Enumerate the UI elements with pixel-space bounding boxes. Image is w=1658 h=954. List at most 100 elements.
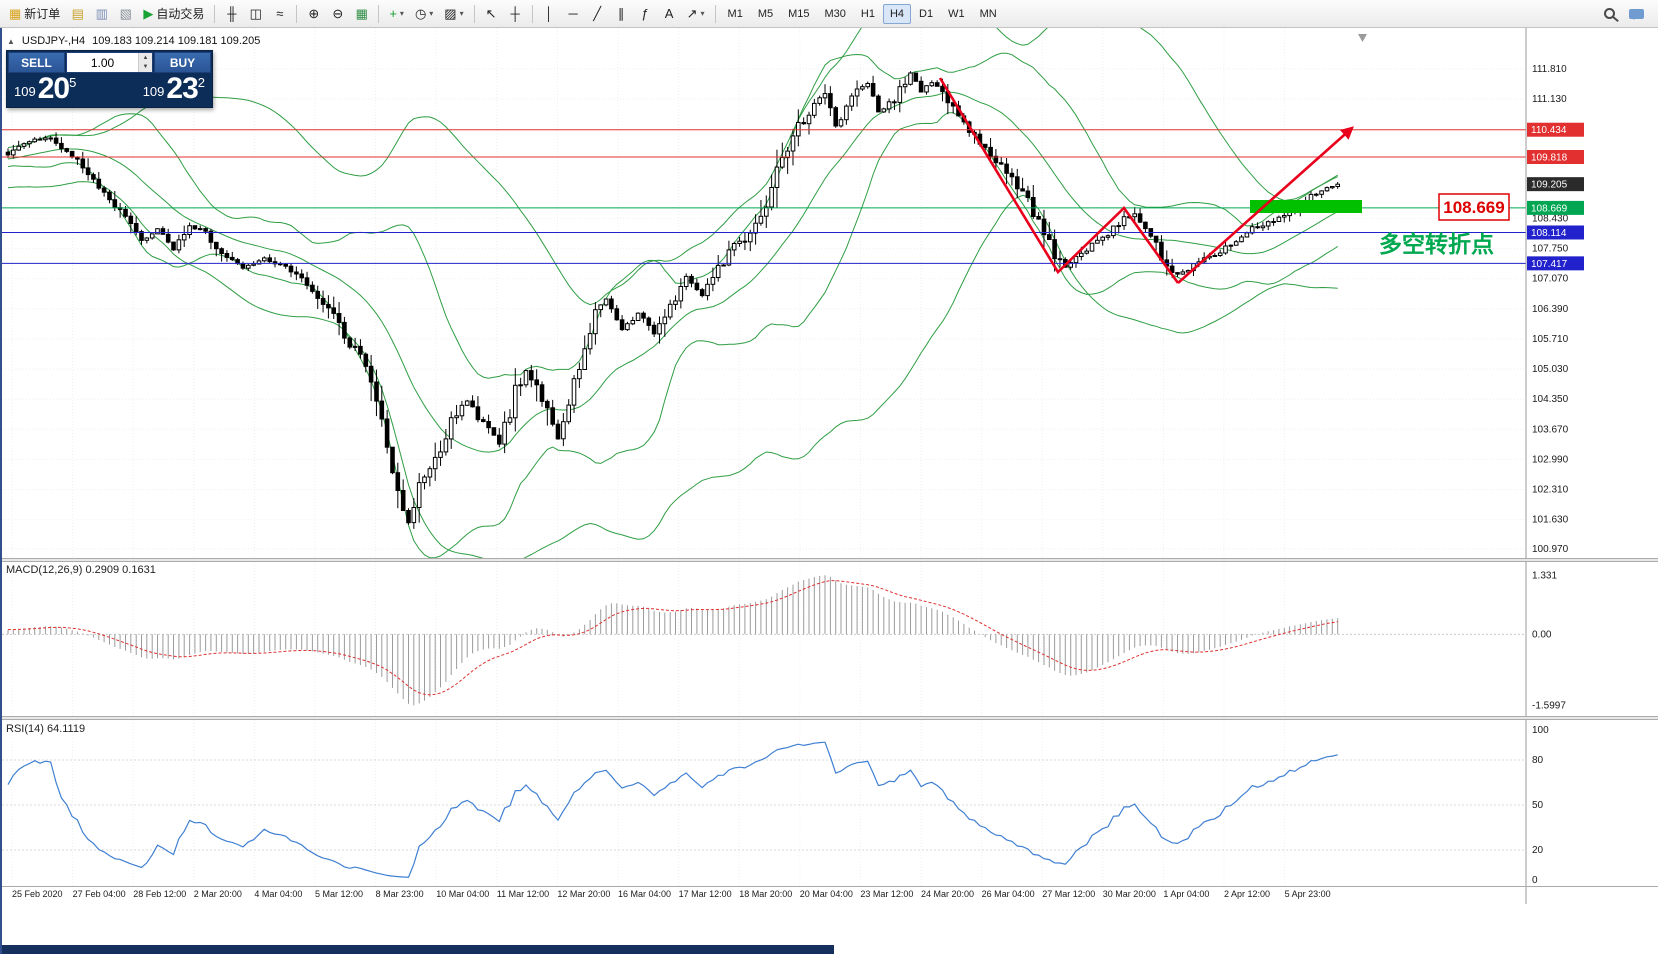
- svg-text:28 Feb 12:00: 28 Feb 12:00: [133, 889, 186, 899]
- svg-text:101.630: 101.630: [1532, 515, 1569, 526]
- timeframe-d1-button[interactable]: D1: [912, 4, 940, 24]
- rsi-panel: [2, 741, 1526, 878]
- zigzag-trendline[interactable]: [938, 77, 1180, 284]
- chart-window: 108.669 多空转折点 111.810 111.130 108.430 107.750…: [0, 28, 1658, 954]
- candles-layer[interactable]: [5, 71, 1341, 529]
- bullish-arrow[interactable]: [1177, 126, 1354, 284]
- svg-text:111.810: 111.810: [1532, 64, 1567, 75]
- timeframe-h1-button[interactable]: H1: [854, 4, 882, 24]
- periods-button[interactable]: ◷ ▾: [410, 3, 438, 25]
- search-icon[interactable]: [1604, 8, 1615, 19]
- current-price-tag: [1527, 177, 1584, 192]
- equidistant-channel-icon: ∥: [617, 6, 625, 21]
- navigator-icon-button[interactable]: ▧: [114, 3, 137, 25]
- arrows-button[interactable]: ↗ ▾: [682, 3, 710, 25]
- svg-text:25 Feb 2020: 25 Feb 2020: [12, 889, 63, 899]
- svg-text:100: 100: [1532, 725, 1549, 736]
- svg-text:5 Mar 12:00: 5 Mar 12:00: [315, 889, 363, 899]
- timeframe-m15-button[interactable]: M15: [781, 4, 816, 24]
- timeframe-mn-button[interactable]: MN: [973, 4, 1004, 24]
- volume-decrease-button[interactable]: ▼: [139, 62, 152, 72]
- grid: [2, 28, 1526, 886]
- buy-price-prefix: 109: [142, 84, 165, 99]
- svg-text:20: 20: [1532, 845, 1544, 856]
- toolbar: ▦ 新订单 ▤ ▥ ▧ ▶ 自动交易 ╫ ◫ ≈ ⊕ ⊖ ▦ + ▾ ◷ ▾ ▨ ▾ ↖ ┼ │ ─ ╱ ∥ ƒ A ↗ ▾ M1 M5 M1…: [0, 0, 1658, 28]
- vertical-line-button[interactable]: │: [538, 3, 561, 25]
- chart-title: ▲ USDJPY-,H4 109.183 109.214 109.181 109…: [7, 35, 260, 47]
- data-window-icon-button[interactable]: ▥: [90, 3, 113, 25]
- svg-text:1.331: 1.331: [1532, 570, 1557, 581]
- svg-text:11 Mar 12:00: 11 Mar 12:00: [497, 889, 549, 899]
- analysis-annotations[interactable]: 108.669 多空转折点: [938, 77, 1510, 284]
- toolbar-separator: [378, 4, 380, 23]
- timeframe-m1-button[interactable]: M1: [721, 4, 750, 24]
- crosshair-button[interactable]: ┼: [504, 3, 527, 25]
- equidistant-channel-button[interactable]: ∥: [610, 3, 633, 25]
- navigator-icon-icon: ▧: [119, 6, 132, 21]
- zoom-in-button[interactable]: ⊕: [302, 3, 325, 25]
- svg-text:20 Mar 04:00: 20 Mar 04:00: [800, 889, 853, 899]
- price-callout-text: 108.669: [1443, 198, 1504, 217]
- chat-icon[interactable]: [1629, 8, 1644, 20]
- svg-text:109.205: 109.205: [1531, 180, 1568, 191]
- support-highlight-box[interactable]: [1250, 200, 1362, 213]
- templates-button[interactable]: ▨ ▾: [439, 3, 468, 25]
- tile-windows-icon: ▦: [355, 6, 368, 21]
- svg-text:0: 0: [1532, 875, 1538, 886]
- market-watch-icon-button[interactable]: ▤: [66, 3, 89, 25]
- timeframe-h4-button[interactable]: H4: [882, 3, 912, 24]
- sell-button[interactable]: SELL: [8, 52, 65, 73]
- horizontal-line-button[interactable]: ─: [562, 3, 585, 25]
- svg-text:18 Mar 20:00: 18 Mar 20:00: [739, 889, 792, 899]
- timeframe-m5-button[interactable]: M5: [751, 4, 780, 24]
- svg-text:104.350: 104.350: [1532, 394, 1569, 405]
- cursor-button[interactable]: ↖: [480, 3, 503, 25]
- price-chart[interactable]: 108.669 多空转折点 111.810 111.130 108.430 107.750…: [2, 28, 1658, 954]
- svg-text:106.390: 106.390: [1532, 304, 1569, 315]
- svg-text:102.990: 102.990: [1532, 454, 1569, 465]
- svg-text:1 Apr 04:00: 1 Apr 04:00: [1163, 889, 1209, 899]
- resistance-line-tag: [1527, 122, 1584, 137]
- timeframe-m30-button[interactable]: M30: [818, 4, 853, 24]
- templates-icon: ▨: [444, 6, 457, 21]
- candlestick-chart-icon: ◫: [249, 6, 262, 21]
- sell-price: 109 20 5: [14, 74, 76, 104]
- chart-shift-marker-icon[interactable]: [1358, 34, 1367, 42]
- buy-price: 109 23 2: [142, 74, 205, 104]
- volume-increase-button[interactable]: ▲: [139, 53, 152, 63]
- timeframe-w1-button[interactable]: W1: [941, 4, 972, 24]
- toolbar-separator: [296, 4, 298, 23]
- cursor-icon: ↖: [485, 6, 497, 21]
- buy-button[interactable]: BUY: [154, 52, 211, 73]
- market-watch-icon-icon: ▤: [71, 6, 84, 21]
- support-line-tag: [1527, 256, 1584, 271]
- trendline-button[interactable]: ╱: [586, 3, 609, 25]
- svg-text:103.670: 103.670: [1532, 424, 1569, 435]
- fibonacci-icon: ƒ: [641, 6, 649, 21]
- svg-text:50: 50: [1532, 800, 1544, 811]
- sell-price-prefix: 109: [14, 84, 36, 99]
- price-axis[interactable]: 111.810 111.130 108.430 107.750 107.070 106.3…: [2, 28, 1658, 904]
- svg-text:0.00: 0.00: [1532, 629, 1552, 640]
- indicators-button[interactable]: + ▾: [384, 3, 409, 25]
- price-levels[interactable]: [2, 129, 1526, 264]
- new-order-button[interactable]: ▦ 新订单: [4, 3, 65, 25]
- text-label-button[interactable]: A: [658, 3, 681, 25]
- candlestick-chart-button[interactable]: ◫: [244, 3, 267, 25]
- autotrading-button[interactable]: ▶ 自动交易: [138, 3, 209, 25]
- zoom-out-button[interactable]: ⊖: [326, 3, 349, 25]
- collapse-trade-panel-icon[interactable]: ▲: [7, 36, 15, 46]
- volume-input[interactable]: [67, 53, 138, 72]
- line-chart-button[interactable]: ≈: [268, 3, 291, 25]
- date-axis[interactable]: 25 Feb 2020 27 Feb 04:00 28 Feb 12:00 2 Mar…: [12, 889, 1331, 899]
- macd-label: MACD(12,26,9) 0.2909 0.1631: [6, 564, 156, 576]
- price-callout-box[interactable]: [1438, 193, 1510, 221]
- svg-text:110.434: 110.434: [1531, 125, 1567, 136]
- svg-text:111.130: 111.130: [1532, 94, 1567, 105]
- fibonacci-button[interactable]: ƒ: [634, 3, 657, 25]
- autotrading-icon: ▶: [143, 6, 154, 21]
- window-frame-strip: [2, 945, 834, 954]
- bars-chart-button[interactable]: ╫: [220, 3, 243, 25]
- tile-windows-button[interactable]: ▦: [350, 3, 373, 25]
- indicators-icon: +: [389, 6, 397, 21]
